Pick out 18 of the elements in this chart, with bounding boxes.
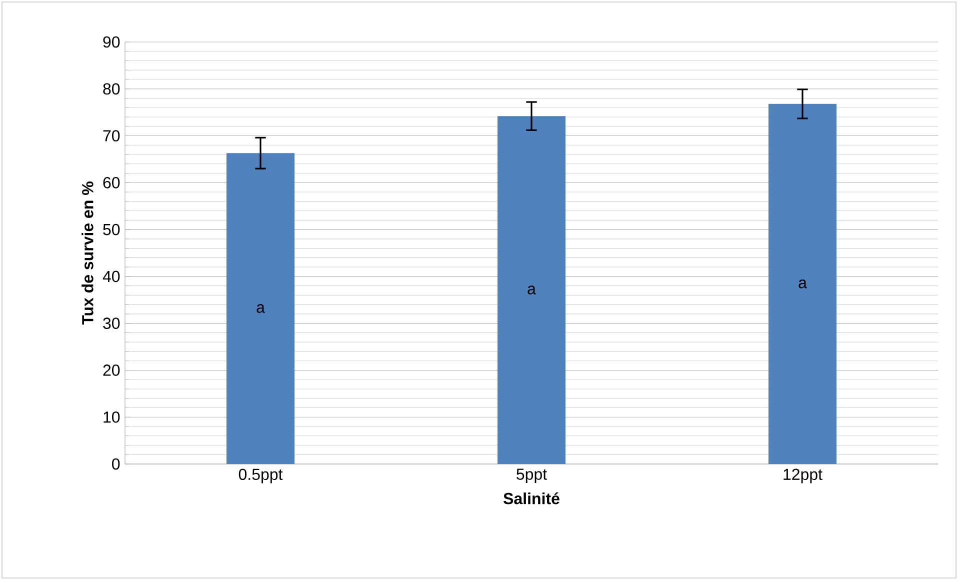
- y-tick-label: 10: [104, 411, 120, 423]
- y-axis-title: Tux de survie en %: [82, 182, 94, 325]
- annotation: a: [256, 304, 265, 313]
- y-tick-label: 30: [103, 318, 120, 329]
- y-tick-label: 70: [103, 130, 120, 142]
- x-tick-label: 0.5ppt: [238, 468, 283, 484]
- y-tick-label: 0: [112, 458, 120, 470]
- y-tick-label: 80: [103, 83, 120, 95]
- y-tick-label: 40: [102, 270, 120, 282]
- y-tick-label: 50: [103, 224, 120, 236]
- x-tick-label: 12ppt: [784, 468, 822, 484]
- x-tick-label: 5ppt: [516, 468, 547, 484]
- y-tick-label: 20: [103, 364, 120, 376]
- annotation: a: [798, 280, 807, 288]
- x-axis-title: Salinité: [504, 492, 560, 504]
- y-tick-label: 90: [103, 36, 120, 48]
- y-tick-label: 60: [103, 177, 120, 188]
- annotation: a: [528, 286, 536, 294]
